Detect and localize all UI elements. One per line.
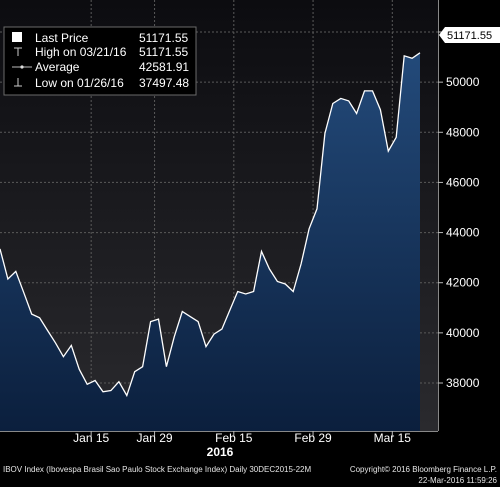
legend-value-low: 37497.48 <box>139 76 189 90</box>
average-line-icon <box>12 65 32 69</box>
data-point <box>39 317 41 319</box>
legend-label-average: Average <box>35 60 80 74</box>
legend-label-last-price: Last Price <box>35 31 89 45</box>
high-marker-icon <box>14 47 22 56</box>
x-tick-label: Jan 29 <box>137 431 173 445</box>
price-area <box>0 52 420 432</box>
data-point <box>142 366 144 368</box>
data-point <box>253 291 255 293</box>
y-tick-label: 38000 <box>446 376 480 390</box>
data-point <box>395 137 397 139</box>
data-point <box>237 291 239 293</box>
data-point <box>380 109 382 111</box>
data-point <box>197 321 199 323</box>
data-point <box>189 316 191 318</box>
y-tick-label: 50000 <box>446 75 480 89</box>
legend-value-average: 42581.91 <box>139 60 189 74</box>
data-point <box>47 330 49 332</box>
data-point <box>372 90 374 92</box>
data-point <box>229 310 231 312</box>
data-point <box>356 113 358 115</box>
data-point <box>324 133 326 135</box>
footer-copyright: Copyright© 2016 Bloomberg Finance L.P. <box>350 465 497 474</box>
last-value-tag: 51171.55 <box>439 27 500 43</box>
data-point <box>126 395 128 397</box>
y-tick-label: 46000 <box>446 175 480 189</box>
data-point <box>277 281 279 283</box>
data-point <box>285 283 287 285</box>
data-point <box>205 346 207 348</box>
legend-label-low: Low on 01/26/16 <box>35 76 124 90</box>
data-point <box>63 356 65 358</box>
y-tick-label: 42000 <box>446 276 480 290</box>
year-label: 2016 <box>207 445 234 459</box>
data-point <box>300 263 302 265</box>
data-point <box>7 278 9 280</box>
data-point <box>94 380 96 382</box>
data-point <box>118 381 120 383</box>
data-point <box>86 384 88 386</box>
data-point <box>269 268 271 270</box>
data-point <box>134 371 136 373</box>
x-tick-label: Jan 15 <box>73 431 109 445</box>
legend-box <box>3 26 197 96</box>
y-tick-label: 48000 <box>446 125 480 139</box>
data-point <box>292 291 294 293</box>
data-point <box>340 98 342 100</box>
data-point <box>316 208 318 210</box>
data-point <box>348 100 350 102</box>
price-line <box>0 52 421 398</box>
data-point <box>403 55 405 57</box>
legend-value-last-price: 51171.55 <box>139 31 188 45</box>
data-point <box>411 58 413 60</box>
data-point <box>71 345 73 347</box>
data-point <box>166 366 168 368</box>
data-point <box>23 292 25 294</box>
last-value-tag-text: 51171.55 <box>447 30 492 42</box>
legend-label-high: High on 03/21/16 <box>35 45 127 59</box>
legend: Last Price 51171.55 High on 03/21/16 511… <box>3 26 197 96</box>
data-point <box>364 90 366 92</box>
data-point <box>174 336 176 338</box>
footer-timestamp: 22-Mar-2016 11:59:26 <box>418 476 497 485</box>
footer-source: IBOV Index (Ibovespa Brasil Sao Paulo St… <box>3 465 312 474</box>
y-tick-label: 44000 <box>446 226 480 240</box>
x-tick-label: Feb 15 <box>215 431 253 445</box>
data-point <box>182 311 184 313</box>
data-point <box>55 342 57 344</box>
data-point <box>150 321 152 323</box>
data-point <box>388 150 390 152</box>
x-axis-ticks: Jan 15 Jan 29 Feb 15 Feb 29 Mar 15 <box>73 431 411 445</box>
data-point <box>245 293 247 295</box>
data-point <box>15 271 17 273</box>
data-point <box>78 368 80 370</box>
y-axis-ticks: 3800040000420004400046000480005000052000 <box>438 25 480 390</box>
data-point <box>332 103 334 105</box>
data-point <box>31 313 33 315</box>
data-point <box>308 228 310 230</box>
x-tick-label: Mar 15 <box>374 431 412 445</box>
data-point <box>213 333 215 335</box>
y-tick-label: 40000 <box>446 326 480 340</box>
data-point <box>221 328 223 330</box>
data-point <box>419 52 421 54</box>
data-point <box>158 318 160 320</box>
x-tick-label: Feb 29 <box>294 431 332 445</box>
data-point <box>110 390 112 392</box>
data-point <box>261 251 263 253</box>
legend-value-high: 51171.55 <box>139 45 188 59</box>
data-point <box>102 391 104 393</box>
low-marker-icon <box>14 78 22 87</box>
last-price-swatch-icon <box>12 32 22 42</box>
